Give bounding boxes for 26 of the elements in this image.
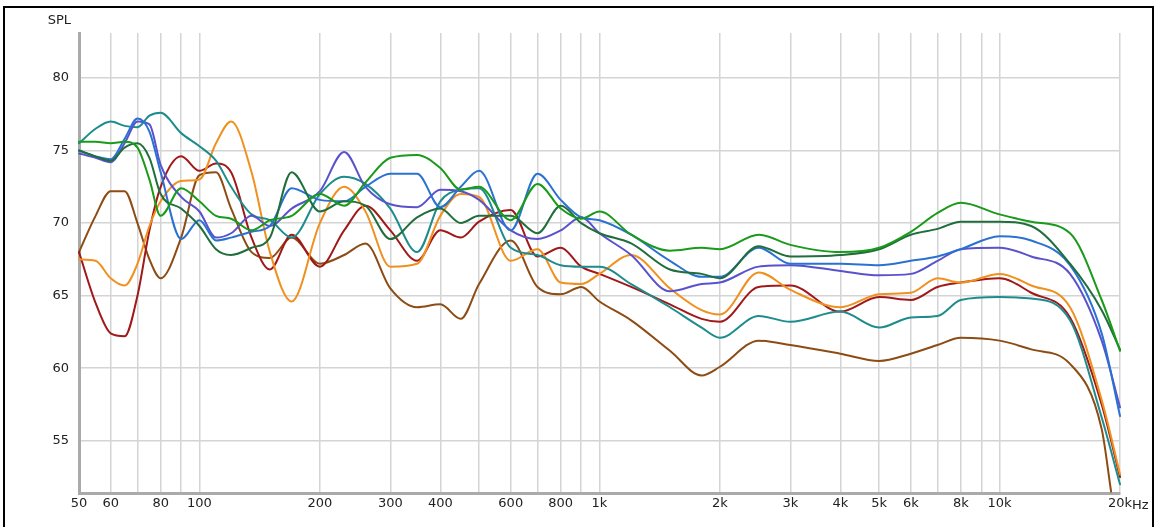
x-tick-label: 400: [427, 495, 453, 511]
y-tick-label: 70: [52, 214, 69, 230]
x-tick-label: 4k: [832, 495, 849, 511]
y-tick-label: 75: [52, 141, 69, 157]
x-tick-label: 600: [498, 495, 524, 511]
x-tick-label: 50: [70, 495, 88, 511]
y-axis-title: SPL: [47, 11, 72, 27]
x-tick-label: 100: [187, 495, 212, 511]
x-tick-label: 60: [102, 495, 119, 511]
x-tick-label: 200: [307, 495, 333, 511]
y-tick-label: 65: [52, 287, 69, 303]
y-tick-label: 80: [52, 69, 69, 85]
x-axis-title: Hz: [1132, 496, 1149, 512]
x-tick-label: 80: [152, 495, 169, 511]
y-tick-label: 55: [52, 432, 69, 448]
x-tick-label: 10k: [987, 495, 1013, 511]
x-tick-label: 300: [377, 495, 403, 511]
x-tick-label: 3k: [782, 495, 799, 511]
y-tick-label: 60: [52, 359, 69, 375]
x-tick-label: 20k: [1107, 495, 1133, 511]
x-tick-label: 1k: [591, 495, 608, 511]
x-tick-label: 8k: [952, 495, 970, 511]
x-tick-label: 2k: [712, 495, 729, 511]
x-tick-label: 6k: [902, 495, 920, 511]
x-tick-label: 5k: [871, 495, 888, 511]
x-tick-label: 800: [548, 495, 574, 511]
